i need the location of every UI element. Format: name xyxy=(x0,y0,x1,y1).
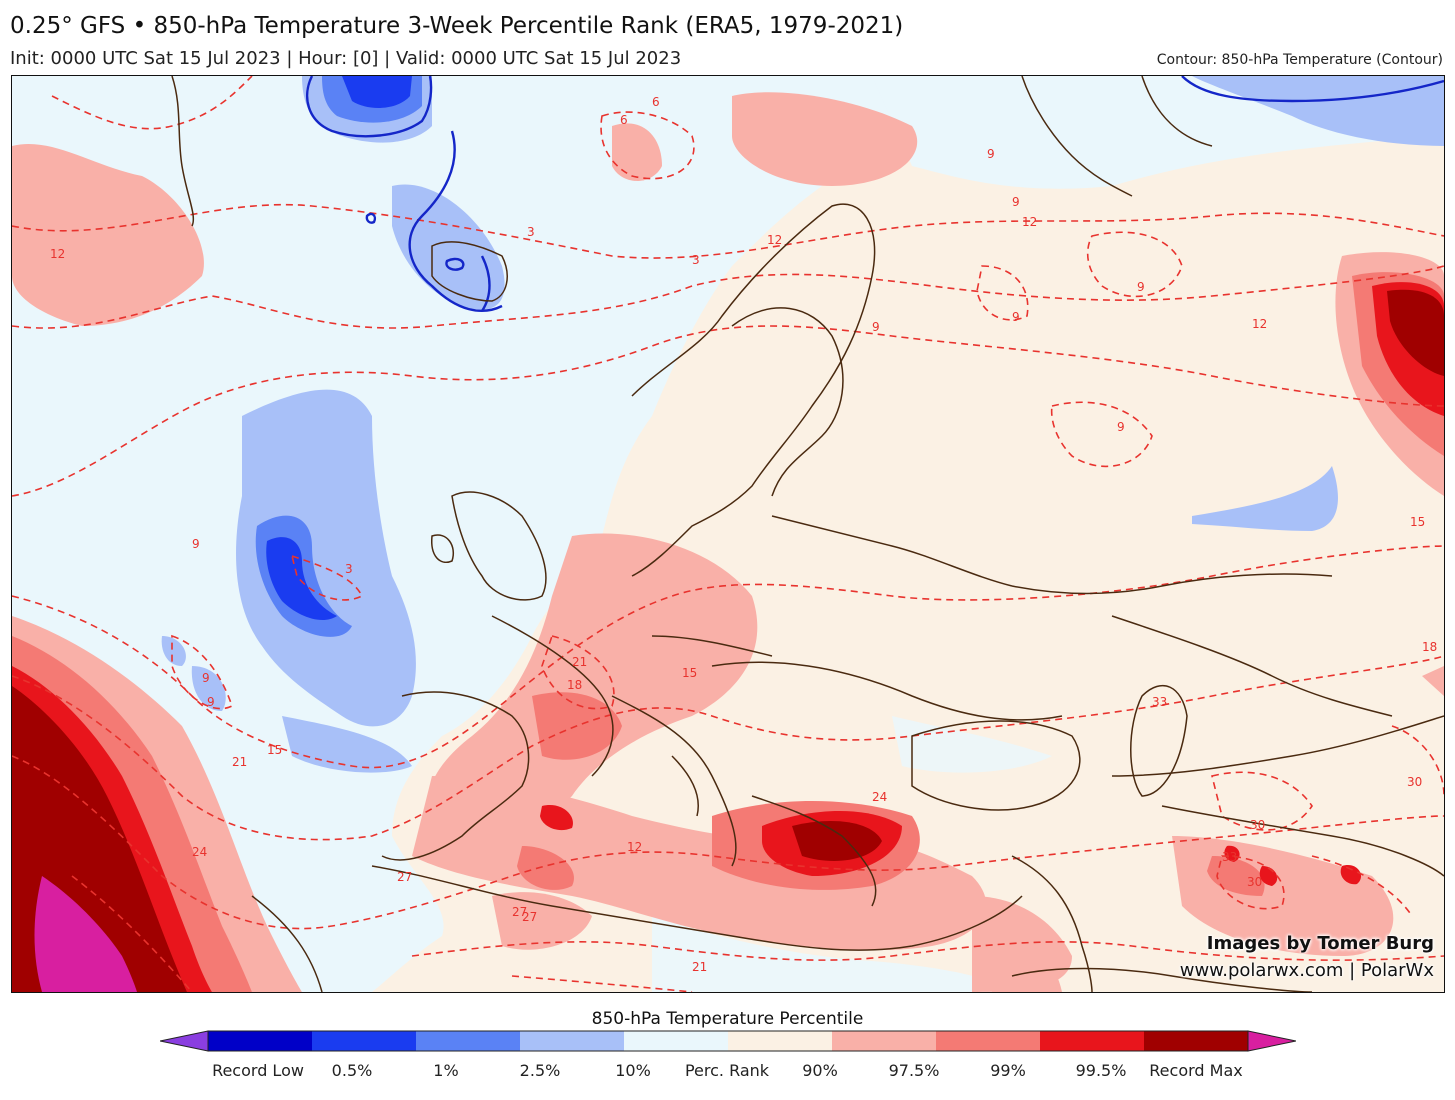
contour-label: 9 xyxy=(1012,195,1020,209)
contour-label: 9 xyxy=(1117,420,1125,434)
cbar-record-low xyxy=(160,1030,209,1052)
contour-label: 24 xyxy=(872,790,887,804)
contour-label: 15 xyxy=(1410,515,1425,529)
cold-contours xyxy=(305,76,1444,313)
contour-label: 9 xyxy=(987,147,995,161)
cbar-10 xyxy=(520,1031,625,1051)
colorbar-tick-label: Record Low xyxy=(212,1061,304,1080)
colorbar-tick-label: 1% xyxy=(433,1061,459,1080)
credit-website[interactable]: www.polarwx.com | PolarWx xyxy=(1179,960,1434,981)
colorbar-tick-label: 90% xyxy=(802,1061,838,1080)
cbar-99 xyxy=(1040,1031,1145,1051)
credit-author: Images by Tomer Burg xyxy=(1206,933,1434,954)
map-title: 0.25° GFS • 850-hPa Temperature 3-Week P… xyxy=(10,13,904,39)
cbar-97-5 xyxy=(936,1031,1041,1051)
below-10-percentile-regions xyxy=(161,76,1444,773)
cool-neutral-region xyxy=(12,76,1012,992)
contour-label: 3 xyxy=(345,562,353,576)
contour-label: 9 xyxy=(1012,310,1020,324)
colorbar-tick-label: Perc. Rank xyxy=(684,1061,770,1080)
contour-label: 24 xyxy=(192,845,207,859)
colorbar-tick-label: 97.5% xyxy=(888,1061,940,1080)
colorbar-tick-label: Record Max xyxy=(1149,1061,1243,1080)
colorbar-tick-label: 2.5% xyxy=(519,1061,561,1080)
map-canvas[interactable]: 6699991212333999121515151818212124242727… xyxy=(12,76,1444,992)
cbar-1 xyxy=(312,1031,417,1051)
coastlines-and-borders xyxy=(171,76,1444,992)
cbar-2-5 xyxy=(416,1031,521,1051)
cbar-0-5 xyxy=(208,1031,313,1051)
contour-label: 30 xyxy=(1407,775,1422,789)
cbar-neutral-low xyxy=(624,1031,729,1051)
record-max-region xyxy=(34,876,137,992)
colorbar-tick-label: 99% xyxy=(990,1061,1026,1080)
contour-label: 9 xyxy=(192,537,200,551)
contour-label: 9 xyxy=(1137,280,1145,294)
contour-label: 18 xyxy=(1422,640,1437,654)
cool-neutral-sahara xyxy=(652,916,1012,992)
contour-label: 21 xyxy=(692,960,707,974)
contour-label: 9 xyxy=(202,671,210,685)
colorbar xyxy=(160,1030,1296,1052)
contour-label: 12 xyxy=(627,840,642,854)
contour-label: 18 xyxy=(567,678,582,692)
map-panel[interactable]: 6 6 9 9 9 9 12 12 3 3 3 9 9 9 12 15 15 15 18 18 21 21 24 24 27 27… xyxy=(11,75,1445,993)
cbar-99-5 xyxy=(1144,1031,1249,1051)
contour-label: 30 xyxy=(1250,818,1265,832)
temperature-contours xyxy=(12,76,1444,992)
contour-label: 27 xyxy=(522,910,537,924)
colorbar-tick-label: 0.5% xyxy=(331,1061,373,1080)
contour-label: 33 xyxy=(1222,850,1237,864)
contour-label: 33 xyxy=(1152,695,1167,709)
contour-label: 3 xyxy=(527,225,535,239)
cbar-record-max xyxy=(1247,1030,1296,1052)
contour-label: 12 xyxy=(1252,317,1267,331)
cbar-neutral-high xyxy=(728,1031,833,1051)
map-subtitle: Init: 0000 UTC Sat 15 Jul 2023 | Hour: [… xyxy=(10,48,682,69)
contour-label: 12 xyxy=(50,247,65,261)
below-1-percentile-regions xyxy=(266,76,412,621)
contour-label: 9 xyxy=(207,695,215,709)
colorbar-title: 850-hPa Temperature Percentile xyxy=(591,1009,864,1029)
colorbar-tick-label: 99.5% xyxy=(1075,1061,1127,1080)
contour-label: 3 xyxy=(692,253,700,267)
contour-label: 27 xyxy=(512,905,527,919)
cbar-90 xyxy=(832,1031,937,1051)
contour-label: 27 xyxy=(397,870,412,884)
contour-label: 21 xyxy=(232,755,247,769)
contour-label: 9 xyxy=(872,320,880,334)
cbar-outline xyxy=(207,1030,1249,1052)
contour-label: 12 xyxy=(1022,215,1037,229)
colorbar-tick-label: 10% xyxy=(615,1061,651,1080)
contour-label: 6 xyxy=(620,113,628,127)
contour-note: Contour: 850-hPa Temperature (Contour) xyxy=(1156,52,1443,68)
contour-label: 21 xyxy=(572,655,587,669)
contour-label: 30 xyxy=(1247,875,1262,889)
contour-labels: 6699991212333999121515151818212124242727… xyxy=(50,95,1437,974)
contour-label: 6 xyxy=(652,95,660,109)
contour-label: 15 xyxy=(682,666,697,680)
contour-label: 12 xyxy=(767,233,782,247)
contour-label: 15 xyxy=(267,743,282,757)
